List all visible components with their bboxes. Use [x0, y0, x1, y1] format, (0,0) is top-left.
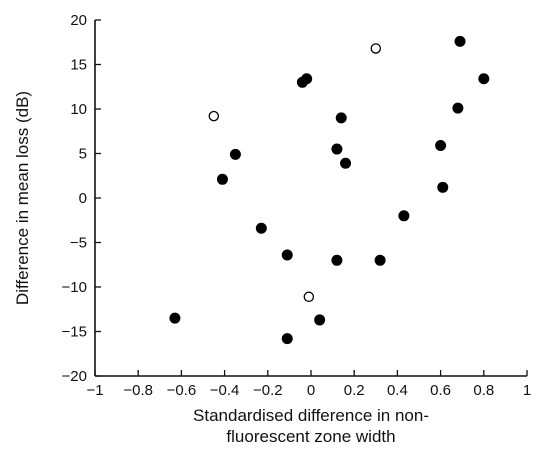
x-axis-title-line-1: Standardised difference in non- [193, 406, 429, 425]
x-tick-label: 0.4 [387, 382, 408, 399]
filled-data-point [281, 249, 293, 261]
data-points [169, 35, 490, 345]
y-tick-label: 15 [70, 57, 87, 74]
filled-data-point [454, 35, 466, 47]
y-tick-label: −10 [62, 279, 87, 296]
axes [94, 20, 527, 377]
y-tick-label: 20 [70, 12, 87, 29]
x-tick-label: 0 [307, 382, 315, 399]
filled-data-point [331, 143, 343, 155]
filled-data-point [335, 112, 347, 124]
filled-data-point [331, 254, 343, 266]
filled-data-point [340, 157, 352, 169]
filled-data-point [435, 139, 447, 151]
filled-data-point [281, 333, 293, 345]
filled-data-point [169, 312, 181, 324]
x-tick-label: 0.2 [344, 382, 365, 399]
y-tick-label: 10 [70, 101, 87, 118]
x-tick-label: −0.8 [123, 382, 153, 399]
filled-data-point [255, 222, 267, 234]
filled-data-point [314, 314, 326, 326]
open-data-point [303, 291, 315, 303]
filled-data-point [229, 148, 241, 160]
x-tick-label: −1 [86, 382, 103, 399]
x-tick-label: −0.2 [253, 382, 283, 399]
x-tick-label: −0.4 [210, 382, 240, 399]
open-data-point [370, 43, 382, 54]
x-axis-title-line-2: fluorescent zone width [226, 427, 395, 446]
y-tick-label: −5 [70, 235, 87, 252]
x-tick-label: 1 [523, 382, 531, 399]
y-tick-label: 5 [79, 146, 87, 163]
filled-data-point [216, 173, 228, 185]
filled-data-point [398, 210, 410, 222]
filled-data-point [478, 73, 490, 85]
y-tick-label: 0 [79, 190, 87, 207]
filled-data-point [301, 73, 313, 85]
x-tick-label: 0.6 [430, 382, 451, 399]
y-tick-label: −15 [62, 324, 87, 341]
filled-data-point [437, 181, 449, 193]
filled-data-point [452, 102, 464, 114]
open-data-point [208, 110, 220, 122]
y-axis-title: Difference in mean loss (dB) [13, 91, 32, 305]
filled-data-point [374, 254, 386, 266]
x-ticks: −1 −0.8 −0.6 −0.4 −0.2 0 0.2 0.4 0.6 0.8 1 [86, 370, 531, 399]
y-ticks: 20 15 10 5 0 −5 −10 −15 −20 [62, 12, 101, 385]
y-tick-label: −20 [62, 368, 87, 385]
x-tick-label: 0.8 [473, 382, 494, 399]
x-tick-label: −0.6 [167, 382, 197, 399]
